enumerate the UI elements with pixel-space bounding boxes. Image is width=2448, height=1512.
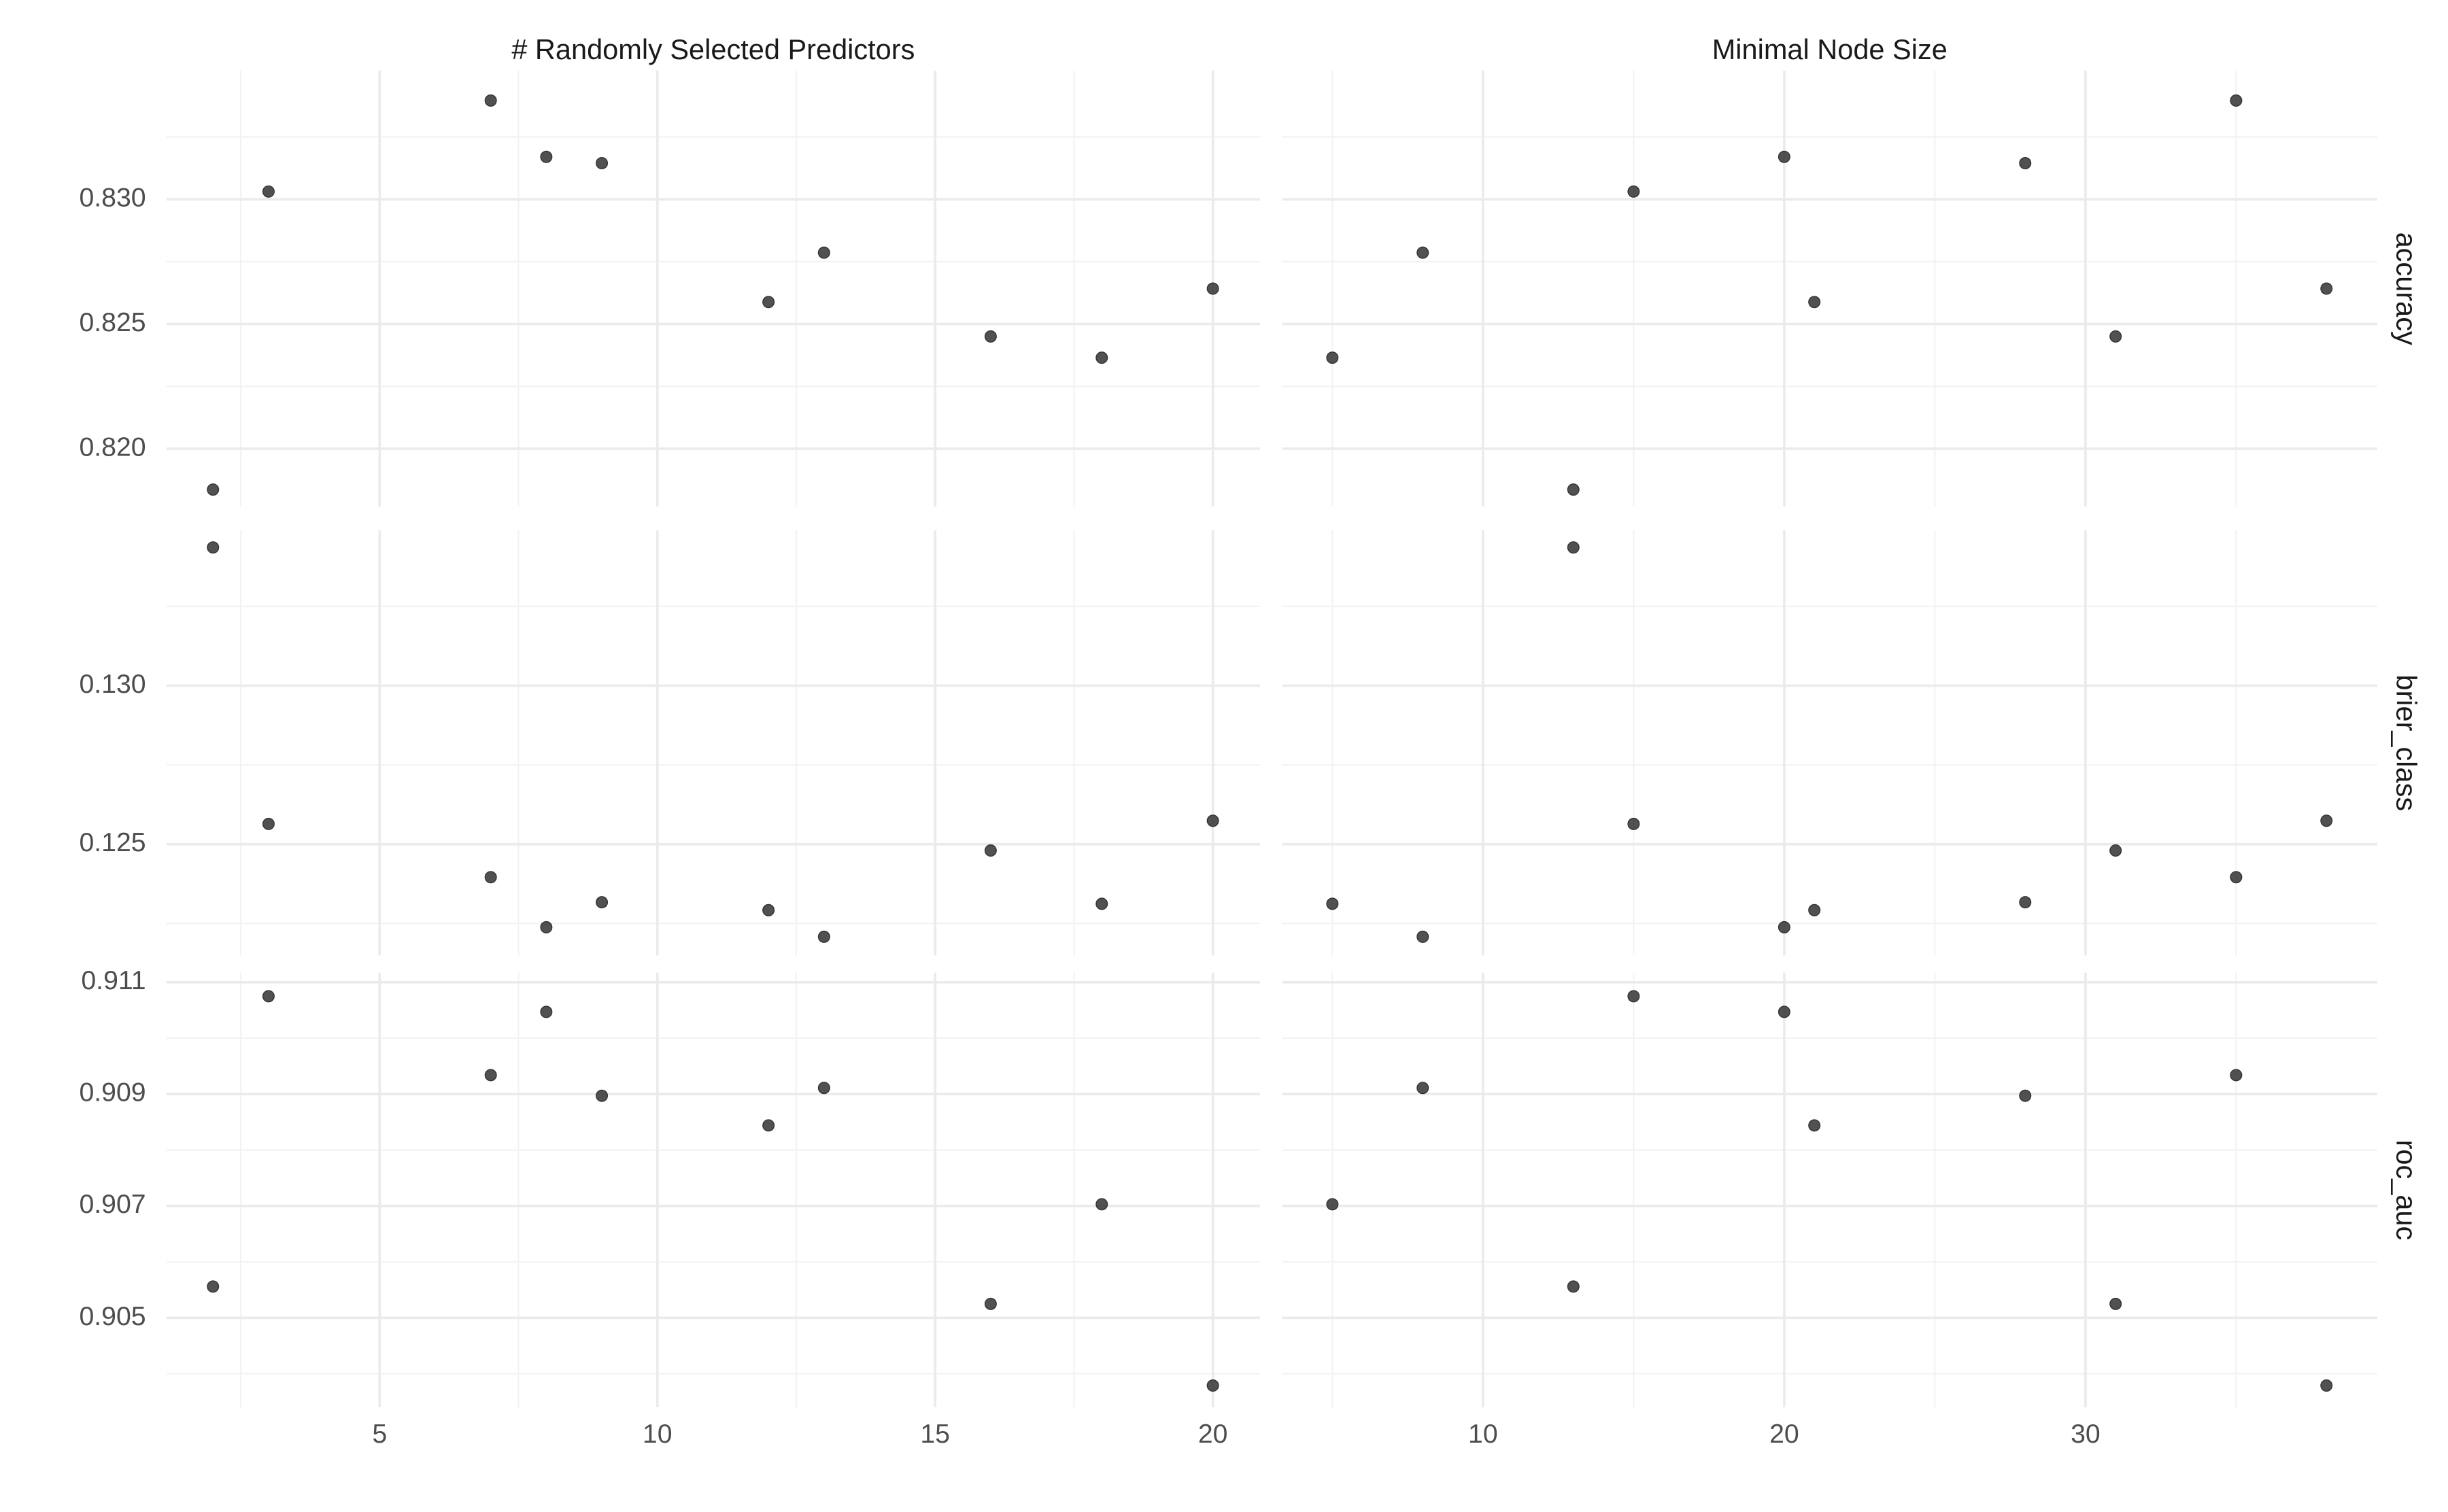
point: [1206, 814, 1219, 827]
point: [540, 150, 553, 163]
point: [2109, 1297, 2122, 1310]
point: [596, 896, 609, 909]
point: [2230, 871, 2243, 884]
point: [1326, 1198, 1339, 1211]
point: [2320, 1379, 2333, 1392]
point: [2320, 282, 2333, 295]
point: [984, 1297, 997, 1310]
point: [2019, 156, 2032, 169]
y-tick-label: 0.907: [79, 1189, 146, 1219]
point: [1416, 246, 1429, 259]
point: [1416, 930, 1429, 943]
point: [1778, 1006, 1790, 1018]
point: [1416, 1082, 1429, 1095]
point: [2109, 330, 2122, 343]
x-tick-label: 20: [1198, 1419, 1228, 1449]
point: [984, 330, 997, 343]
point: [2230, 1069, 2243, 1082]
point: [817, 930, 830, 943]
point: [1567, 483, 1580, 496]
point: [484, 1069, 497, 1082]
point: [1095, 351, 1108, 364]
point: [540, 1006, 553, 1018]
strip-label: roc_auc: [2390, 1140, 2422, 1241]
point: [1567, 541, 1580, 554]
point: [817, 1082, 830, 1095]
point: [1567, 1280, 1580, 1293]
point: [207, 541, 220, 554]
x-tick-label: 30: [2071, 1419, 2101, 1449]
x-tick-label: 20: [1769, 1419, 1799, 1449]
point: [1778, 150, 1790, 163]
y-tick-label: 0.825: [79, 307, 146, 337]
point: [1808, 904, 1821, 916]
y-tick-label: 0.820: [79, 432, 146, 462]
point: [1778, 921, 1790, 933]
point: [1627, 990, 1640, 1003]
point: [596, 156, 609, 169]
point: [817, 246, 830, 259]
point: [2109, 844, 2122, 857]
point: [484, 94, 497, 107]
point: [1095, 1198, 1108, 1211]
point: [1627, 185, 1640, 198]
point: [207, 483, 220, 496]
point: [1627, 817, 1640, 830]
point: [1095, 897, 1108, 910]
y-tick-label: 0.830: [79, 183, 146, 213]
point: [1206, 282, 1219, 295]
point: [762, 1119, 775, 1132]
x-tick-label: 10: [643, 1419, 673, 1449]
x-tick-label: 10: [1468, 1419, 1498, 1449]
strip-label: accuracy: [2390, 233, 2422, 345]
point: [2230, 94, 2243, 107]
point: [984, 844, 997, 857]
point: [484, 871, 497, 884]
point: [1326, 897, 1339, 910]
y-tick-label: 0.125: [79, 827, 146, 857]
point: [762, 904, 775, 916]
point: [2320, 814, 2333, 827]
point: [1808, 296, 1821, 309]
strip-label: brier_class: [2390, 674, 2422, 811]
point: [1808, 1119, 1821, 1132]
x-tick-label: 5: [372, 1419, 387, 1449]
point: [262, 185, 275, 198]
y-tick-label: 0.905: [79, 1301, 146, 1331]
point: [1206, 1379, 1219, 1392]
y-tick-label: 0.911: [81, 965, 146, 995]
x-tick-label: 15: [920, 1419, 950, 1449]
point: [262, 817, 275, 830]
point: [596, 1089, 609, 1102]
point: [540, 921, 553, 933]
point: [1326, 351, 1339, 364]
strip-label: # Randomly Selected Predictors: [511, 33, 915, 65]
point: [262, 990, 275, 1003]
y-tick-label: 0.130: [79, 669, 146, 699]
point: [2019, 1089, 2032, 1102]
y-tick-label: 0.909: [79, 1078, 146, 1107]
point: [207, 1280, 220, 1293]
point: [2019, 896, 2032, 909]
point: [762, 296, 775, 309]
strip-label: Minimal Node Size: [1712, 33, 1948, 65]
